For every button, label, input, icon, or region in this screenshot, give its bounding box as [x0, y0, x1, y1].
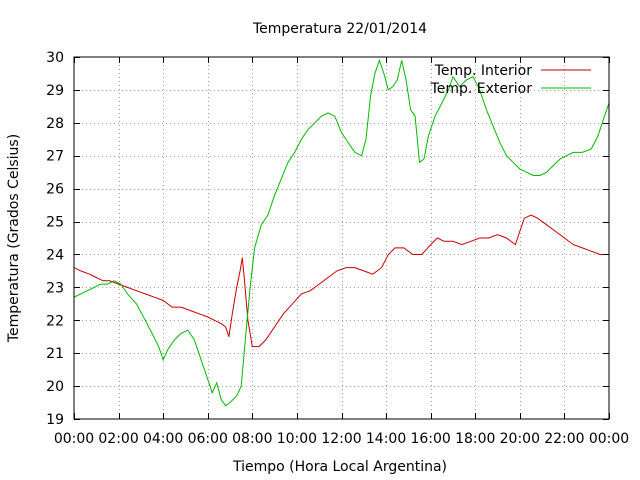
legend-label-interior: Temp. Interior	[434, 63, 533, 79]
chart-title: Temperatura 22/01/2014	[252, 21, 427, 37]
y-tick-label: 23	[46, 280, 64, 296]
y-tick-label: 26	[46, 182, 64, 198]
x-tick-label: 22:00	[544, 431, 584, 447]
y-tick-label: 25	[46, 215, 64, 231]
x-tick-label: 02:00	[98, 431, 138, 447]
legend-label-exterior: Temp. Exterior	[430, 81, 533, 97]
x-tick-label: 00:00	[54, 431, 94, 447]
x-tick-label: 08:00	[232, 431, 272, 447]
y-tick-label: 28	[46, 116, 64, 132]
tick-labels: 00:00 02:00 04:00 06:00 08:00 10:00 12:00 14:00…	[46, 50, 629, 447]
y-tick-label: 22	[46, 313, 64, 329]
series-line-exterior	[73, 58, 610, 407]
y-tick-label: 30	[46, 50, 64, 66]
series-lines	[73, 58, 610, 407]
y-tick-label: 20	[46, 379, 64, 395]
x-tick-label: 00:00	[589, 431, 629, 447]
x-tick-label: 16:00	[410, 431, 450, 447]
legend: Temp. Interior Temp. Exterior	[430, 63, 591, 97]
y-tick-label: 21	[46, 346, 64, 362]
y-axis-title: Temperatura (Grados Celsius)	[6, 134, 22, 343]
y-tick-label: 29	[46, 83, 64, 99]
x-tick-label: 18:00	[455, 431, 495, 447]
y-tick-label: 24	[46, 247, 64, 263]
x-axis-title: Tiempo (Hora Local Argentina)	[232, 459, 447, 475]
x-tick-label: 12:00	[321, 431, 361, 447]
axis-ticks	[74, 57, 610, 420]
y-tick-label: 19	[46, 412, 64, 428]
x-tick-label: 14:00	[366, 431, 406, 447]
x-tick-label: 04:00	[143, 431, 183, 447]
plot-frame	[73, 56, 610, 420]
series-line-interior	[73, 214, 609, 348]
y-tick-label: 27	[46, 149, 64, 165]
grid-lines	[74, 57, 609, 419]
x-tick-label: 10:00	[277, 431, 317, 447]
x-tick-label: 06:00	[188, 431, 228, 447]
x-tick-label: 20:00	[500, 431, 540, 447]
